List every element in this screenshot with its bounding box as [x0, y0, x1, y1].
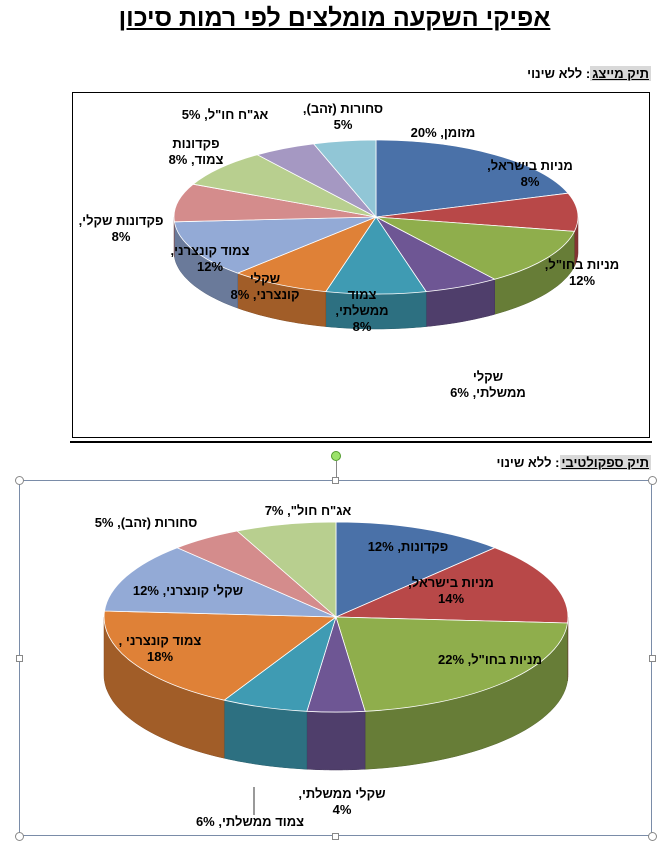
pie-chart-speculative: פקדונות, 12% מניות בישראל, 14% מניות בחו"ל,…	[95, 503, 569, 829]
divider-line	[70, 441, 652, 443]
pie-slice-2-7	[104, 547, 337, 618]
pie-slice-2-2	[335, 547, 569, 624]
resize-handle-top[interactable]	[332, 477, 339, 484]
slice-label-2-6: צמוד קונצרני , 18%	[119, 633, 202, 664]
pie-sides	[173, 217, 579, 330]
slice-label-1-1: מזומן, 20%	[411, 125, 476, 140]
portfolio-tag: תיק ספקולטיבי	[559, 455, 651, 470]
pie-slice-2-6	[103, 610, 338, 701]
slice-label-2-1: פקדונות, 12%	[368, 539, 449, 554]
portfolio-tag: תיק מייצג	[590, 66, 651, 81]
pie-slice-1-8	[173, 183, 377, 223]
slice-label-1-4: שקלי ממשלתי, 6%	[450, 369, 526, 400]
page-title: אפיקי השקעה מומלצים לפי רמות סיכון	[118, 4, 551, 32]
pie-slice-1-11	[312, 139, 377, 219]
chart-frame-representative: מזומן, 20% מניות בישראל, 8% מניות בחו"ל, 12%…	[72, 92, 650, 438]
resize-handle-top-right[interactable]	[648, 476, 657, 485]
slice-label-2-2: מניות בישראל, 14%	[408, 575, 494, 606]
section-label-representative: תיק מייצג: ללא שינוי	[527, 66, 651, 81]
slice-label-2-7: שקלי קונצרני, 12%	[133, 583, 243, 598]
pie-slice-2-1	[335, 521, 496, 618]
portfolio-status: ללא שינוי	[527, 66, 583, 81]
slice-label-1-9: פקדונות צמוד, 8%	[169, 136, 224, 167]
slice-label-2-3: מניות בחו"ל, 22%	[438, 652, 542, 667]
pie-slice-2-3	[335, 616, 568, 712]
pie-slice-1-3	[375, 216, 576, 280]
pie-chart-representative: מזומן, 20% מניות בישראל, 8% מניות בחו"ל, 12%…	[79, 101, 620, 400]
pie-slice-1-6	[236, 216, 378, 293]
slice-label-2-4: שקלי ממשלתי, 4%	[298, 786, 385, 817]
resize-handle-left[interactable]	[16, 655, 23, 662]
portfolio-status: ללא שינוי	[496, 455, 552, 470]
pie-slice-1-1	[375, 139, 569, 218]
slice-label-2-5: צמוד ממשלתי, 6%	[196, 814, 304, 829]
rotate-handle[interactable]	[331, 451, 341, 461]
resize-handle-bottom-left[interactable]	[15, 832, 24, 841]
slice-label-2-9: אג"ח חול", 7%	[265, 503, 352, 518]
slice-label-1-3: מניות בחו"ל, 12%	[545, 257, 619, 288]
pie-slice-1-7	[173, 216, 377, 274]
resize-handle-bottom-right[interactable]	[648, 832, 657, 841]
slice-label-1-6: שקלי קונצרני, 8%	[231, 271, 300, 302]
pie-slice-1-5	[325, 216, 427, 295]
pie-slice-1-2	[375, 192, 579, 232]
slice-label-1-11: סחורות (זהב), 5%	[303, 101, 383, 132]
rotation-stem	[336, 461, 337, 480]
separator: :	[585, 66, 591, 81]
section-label-speculative: תיק ספקולטיבי: ללא שינוי	[496, 455, 651, 470]
pie-slice-2-9	[236, 521, 337, 618]
pie-slice-side-2-4	[306, 711, 366, 771]
slice-label-1-7: צמוד קונצרני, 12%	[170, 243, 249, 274]
slice-label-1-5: צמוד ממשלתי, 8%	[335, 287, 388, 334]
slice-label-2-8: סחורות (זהב), 5%	[95, 515, 198, 530]
chart-frame-speculative[interactable]: פקדונות, 12% מניות בישראל, 14% מניות בחו"ל,…	[19, 480, 652, 836]
resize-handle-bottom[interactable]	[332, 833, 339, 840]
slice-label-1-2: מניות בישראל, 8%	[487, 158, 573, 189]
slice-label-1-10: אג"ח חו"ל, 5%	[182, 107, 269, 122]
pie-slice-1-9	[192, 154, 377, 218]
resize-handle-right[interactable]	[649, 655, 656, 662]
resize-handle-top-left[interactable]	[15, 476, 24, 485]
separator: :	[555, 455, 560, 470]
slice-label-1-8: פקדונות שקלי, 8%	[79, 213, 164, 244]
